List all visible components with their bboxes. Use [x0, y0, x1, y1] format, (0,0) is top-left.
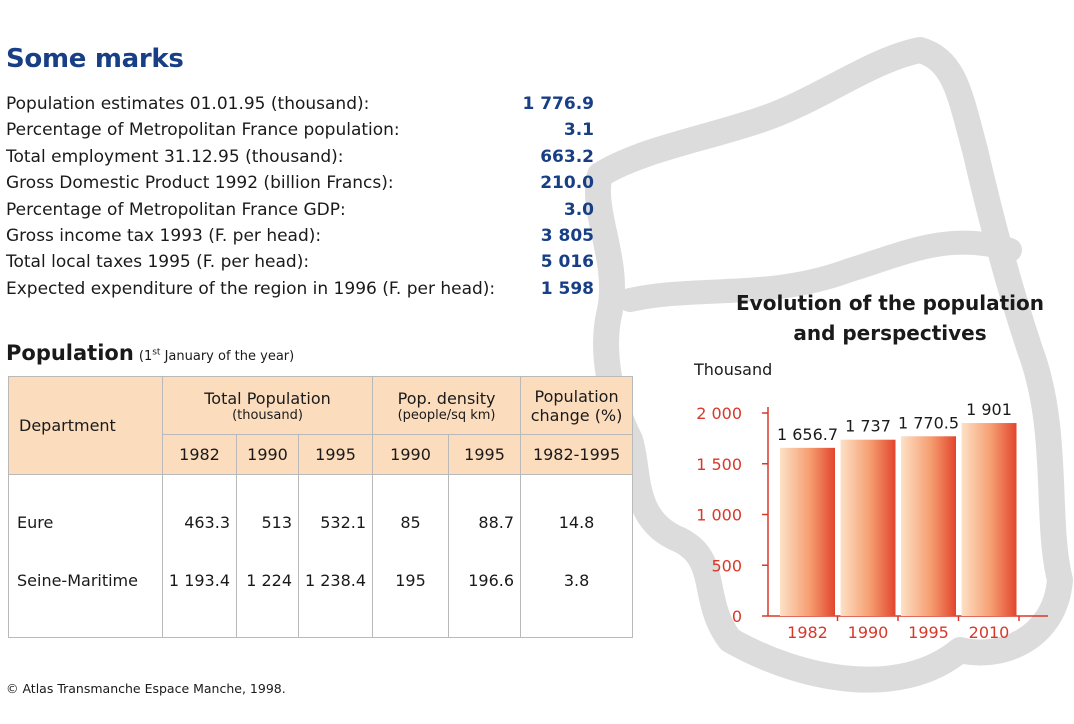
- population-heading: Population (1st January of the year): [6, 341, 294, 365]
- x-tick-label: 1990: [848, 623, 889, 642]
- group-unit: change (%): [530, 405, 623, 425]
- key-figure-value: 663.2: [540, 146, 594, 167]
- density-header: Pop. density (people/sq km): [372, 376, 522, 435]
- table-cell: 532.1: [297, 493, 374, 551]
- department-header: Department: [8, 376, 163, 475]
- table-row: Seine-Maritime 1 193.4 1 224 1 238.4 195…: [8, 551, 634, 609]
- key-figure-value: 1 776.9: [522, 94, 594, 114]
- population-table: Department Total Population (thousand) Po…: [8, 376, 634, 638]
- page-title: Some marks: [6, 44, 184, 74]
- department-name: Eure: [8, 493, 163, 551]
- group-unit: (people/sq km): [397, 407, 496, 423]
- source-credit: © Atlas Transmanche Espace Manche, 1998.: [6, 681, 286, 696]
- table-header-row: Department Total Population (thousand) Po…: [8, 376, 634, 475]
- key-figure-row: Percentage of Metropolitan France popula…: [6, 117, 606, 143]
- table-cell: 88.7: [448, 493, 522, 551]
- key-figure-label: Gross income tax 1993 (F. per head):: [6, 225, 322, 246]
- bar: [840, 439, 896, 616]
- key-figures-list: Population estimates 01.01.95 (thousand)…: [6, 91, 606, 302]
- bar-value-label: 1 901: [966, 400, 1012, 419]
- table-spacer: [8, 474, 634, 493]
- chart-y-axis-label: Thousand: [694, 360, 773, 379]
- group-title: Pop. density: [397, 388, 496, 408]
- table-cell: 1 193.4: [162, 551, 237, 609]
- key-figure-label: Expected expenditure of the region in 19…: [6, 278, 496, 299]
- bar-value-label: 1 656.7: [777, 425, 838, 444]
- key-figure-label: Percentage of Metropolitan France GDP:: [6, 199, 346, 220]
- bar-value-label: 1 770.5: [898, 413, 959, 432]
- table-cell: 1 238.4: [297, 551, 374, 609]
- table-cell: 195: [372, 551, 450, 609]
- y-tick-label: 0: [732, 607, 742, 626]
- table-cell: 513: [236, 493, 299, 551]
- note-suffix: January of the year): [160, 349, 295, 364]
- key-figure-row: Gross income tax 1993 (F. per head): 3 80…: [6, 223, 606, 249]
- key-figure-label: Percentage of Metropolitan France popula…: [6, 120, 400, 141]
- key-figure-label: Total local taxes 1995 (F. per head):: [6, 252, 310, 273]
- y-tick-label: 1 000: [696, 506, 742, 525]
- x-tick-label: 1982: [787, 623, 828, 642]
- key-figure-row: Gross Domestic Product 1992 (billion Fra…: [6, 170, 606, 196]
- key-figure-label: Total employment 31.12.95 (thousand):: [6, 146, 344, 167]
- year-header: 1995: [297, 434, 374, 475]
- y-tick-label: 2 000: [696, 404, 742, 423]
- bar: [780, 447, 835, 616]
- key-figure-value: 5 016: [540, 252, 594, 273]
- year-header: 1995: [448, 434, 522, 475]
- table-cell: 14.8: [520, 493, 634, 551]
- year-header: 1982: [162, 434, 237, 475]
- bar-value-label: 1 737: [845, 417, 891, 436]
- table-cell: 196.6: [448, 551, 522, 609]
- key-figure-value: 3.1: [563, 120, 594, 141]
- chart-title: Evolution of the population and perspect…: [736, 291, 1044, 345]
- table-cell: 1 224: [236, 551, 299, 609]
- group-title: Population: [534, 386, 619, 406]
- population-heading-title: Population: [6, 341, 134, 365]
- x-tick-label: 2010: [969, 623, 1010, 642]
- table-row: Eure 463.3 513 532.1 85 88.7 14.8: [8, 493, 634, 551]
- total-population-header: Total Population (thousand): [161, 376, 374, 435]
- key-figure-value: 1 598: [540, 278, 594, 299]
- year-header: 1990: [372, 434, 450, 475]
- population-heading-note: (1st January of the year): [138, 347, 295, 364]
- y-tick-label: 1 500: [696, 455, 742, 474]
- key-figure-value: 210.0: [540, 173, 594, 194]
- department-name: Seine-Maritime: [8, 551, 163, 609]
- table-year-row: 1982 1990 1995 1990 1995 1982-1995: [9, 434, 634, 475]
- table-cell: 3.8: [520, 551, 634, 609]
- note-prefix: (1: [138, 349, 153, 364]
- group-title: Total Population: [204, 388, 331, 408]
- key-figure-value: 3 805: [540, 225, 594, 246]
- table-cell: 463.3: [162, 493, 237, 551]
- bar: [901, 436, 956, 616]
- y-tick-label: 500: [711, 556, 742, 575]
- group-unit: (thousand): [232, 407, 303, 423]
- note-superscript: st: [152, 347, 161, 358]
- key-figure-row: Total local taxes 1995 (F. per head): 5 0…: [6, 249, 606, 275]
- key-figure-label: Population estimates 01.01.95 (thousand)…: [6, 94, 370, 114]
- change-header: Population change (%): [520, 376, 634, 435]
- table-spacer: [8, 609, 634, 638]
- year-header: 1982-1995: [520, 434, 634, 475]
- key-figure-row: Total employment 31.12.95 (thousand): 663…: [6, 144, 606, 170]
- key-figure-value: 3.0: [563, 199, 594, 220]
- bar: [961, 423, 1017, 616]
- x-tick-label: 1995: [908, 623, 949, 642]
- key-figure-row: Population estimates 01.01.95 (thousand)…: [6, 91, 606, 117]
- key-figure-row: Percentage of Metropolitan France GDP: 3.…: [6, 197, 606, 223]
- key-figure-row: Expected expenditure of the region in 19…: [6, 276, 606, 302]
- key-figure-label: Gross Domestic Product 1992 (billion Fra…: [6, 173, 394, 194]
